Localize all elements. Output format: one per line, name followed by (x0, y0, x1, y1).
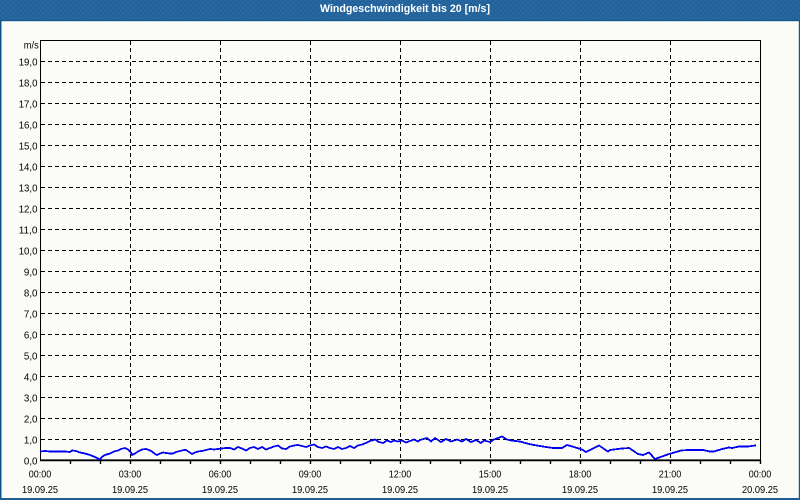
svg-text:5,0: 5,0 (24, 350, 38, 362)
svg-text:19.09.25: 19.09.25 (22, 484, 58, 496)
svg-text:Windgeschwindigkeit bis 20 [m/: Windgeschwindigkeit bis 20 [m/s] (320, 3, 490, 15)
svg-text:18,0: 18,0 (19, 77, 38, 89)
svg-text:4,0: 4,0 (24, 371, 38, 383)
svg-text:1,0: 1,0 (24, 434, 38, 446)
svg-text:10,0: 10,0 (19, 245, 38, 257)
svg-text:13,0: 13,0 (19, 182, 38, 194)
svg-text:19.09.25: 19.09.25 (202, 484, 238, 496)
svg-text:21:00: 21:00 (659, 469, 682, 481)
svg-text:20.09.25: 20.09.25 (742, 484, 778, 496)
svg-text:19,0: 19,0 (19, 56, 38, 68)
svg-text:7,0: 7,0 (24, 308, 38, 320)
svg-text:19.09.25: 19.09.25 (292, 484, 328, 496)
svg-text:12,0: 12,0 (19, 203, 38, 215)
svg-text:12:00: 12:00 (389, 469, 412, 481)
svg-text:06:00: 06:00 (209, 469, 232, 481)
svg-text:15:00: 15:00 (479, 469, 502, 481)
svg-text:19.09.25: 19.09.25 (472, 484, 508, 496)
svg-text:18:00: 18:00 (569, 469, 592, 481)
svg-text:09:00: 09:00 (299, 469, 322, 481)
svg-text:03:00: 03:00 (119, 469, 142, 481)
svg-text:9,0: 9,0 (24, 266, 38, 278)
svg-text:00:00: 00:00 (749, 469, 772, 481)
svg-text:11,0: 11,0 (19, 224, 38, 236)
svg-text:19.09.25: 19.09.25 (112, 484, 148, 496)
svg-text:19.09.25: 19.09.25 (382, 484, 418, 496)
svg-text:00:00: 00:00 (29, 469, 52, 481)
svg-text:14,0: 14,0 (19, 161, 38, 173)
svg-text:2,0: 2,0 (24, 413, 38, 425)
svg-text:16,0: 16,0 (19, 119, 38, 131)
svg-text:15,0: 15,0 (19, 140, 38, 152)
svg-text:6,0: 6,0 (24, 329, 38, 341)
svg-text:19.09.25: 19.09.25 (562, 484, 598, 496)
svg-text:0,0: 0,0 (24, 455, 38, 467)
svg-text:3,0: 3,0 (24, 392, 38, 404)
svg-text:m/s: m/s (24, 39, 39, 51)
svg-text:17,0: 17,0 (19, 98, 38, 110)
svg-text:19.09.25: 19.09.25 (652, 484, 688, 496)
svg-text:8,0: 8,0 (24, 287, 38, 299)
